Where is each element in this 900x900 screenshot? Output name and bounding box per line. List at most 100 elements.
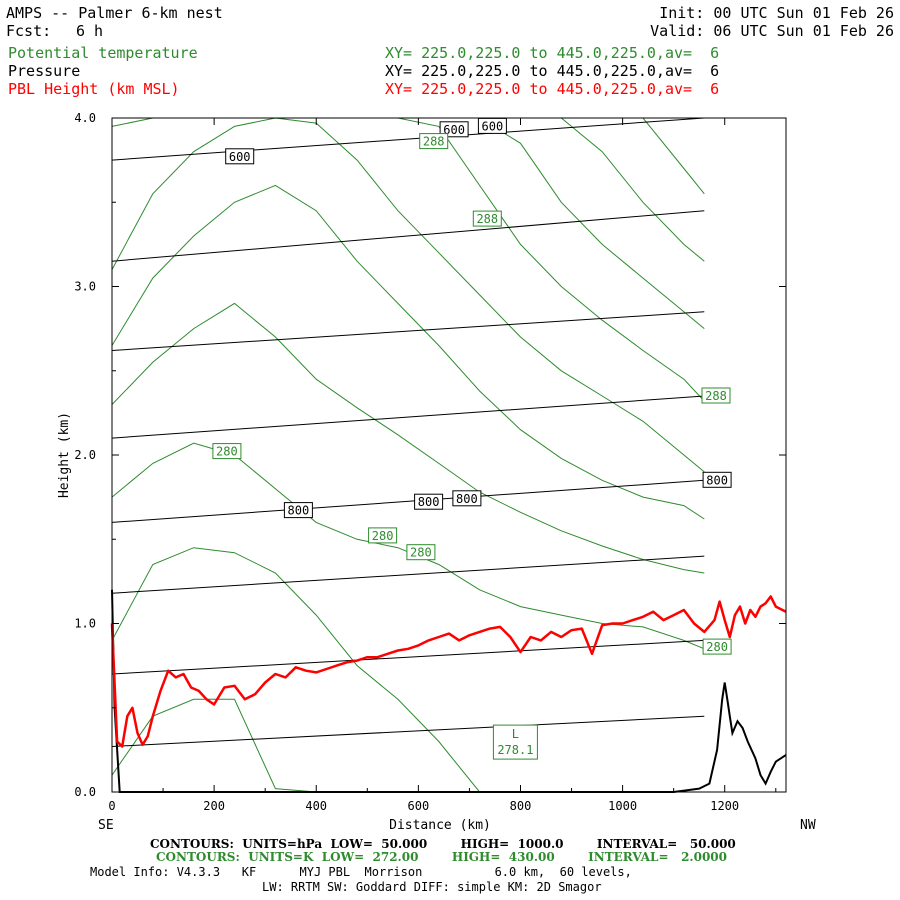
theta-contour-284 bbox=[111, 184, 705, 520]
contour-label-text: 280 bbox=[410, 546, 432, 560]
y-tick-label: 0.0 bbox=[74, 785, 96, 799]
pressure-contour-800 bbox=[111, 479, 705, 523]
pressure-contour-950 bbox=[111, 715, 705, 747]
contour-label-box bbox=[419, 133, 449, 150]
contour-label-box bbox=[452, 490, 482, 507]
x-axis-label: Distance (km) bbox=[389, 818, 491, 833]
x-tick-label: 200 bbox=[203, 799, 225, 813]
fcst-label: Fcst: bbox=[6, 22, 52, 40]
theta-contour-290 bbox=[112, 117, 705, 329]
minimum-value: 278.1 bbox=[497, 743, 533, 757]
contour-label-text: 600 bbox=[229, 150, 251, 164]
contour-label-800: 800 bbox=[452, 490, 482, 507]
contour-label-text: 280 bbox=[372, 529, 394, 543]
contour-label-280: 280 bbox=[406, 544, 436, 561]
contour-label-box bbox=[702, 471, 732, 488]
x-tick-label: 600 bbox=[408, 799, 430, 813]
pressure-contour-850 bbox=[111, 555, 705, 594]
contour-label-288: 288 bbox=[419, 133, 449, 150]
contour-label-box bbox=[368, 527, 398, 544]
theta-contour-294 bbox=[112, 117, 705, 195]
x-tick-label: 0 bbox=[108, 799, 115, 813]
minimum-label: L 278.1 bbox=[492, 724, 538, 760]
contour-label-text: 600 bbox=[482, 119, 504, 133]
footer-model-info: Model Info: V4.3.3 KF MYJ PBL Morrison 6… bbox=[90, 865, 632, 879]
contour-label-box bbox=[406, 544, 436, 561]
fcst-value: 6 h bbox=[76, 22, 104, 40]
contour-label-text: 600 bbox=[443, 123, 465, 137]
terrain-line bbox=[111, 589, 787, 793]
y-tick-label: 4.0 bbox=[74, 111, 96, 125]
y-tick-label: 1.0 bbox=[74, 617, 96, 631]
contour-label-box bbox=[212, 443, 242, 460]
contour-label-280: 280 bbox=[702, 638, 732, 655]
theta-contour-278 bbox=[111, 547, 705, 793]
contour-labels: 600 600 600 800 800 800 800 288 288 288 280 280 280 2… bbox=[212, 117, 732, 760]
field-xy-theta: XY= 225.0,225.0 to 445.0,225.0,av= 6 bbox=[385, 44, 720, 62]
contour-label-600: 600 bbox=[225, 148, 255, 165]
minimum-label-box bbox=[492, 724, 538, 760]
y-tick-label: 2.0 bbox=[74, 448, 96, 462]
y-axis-label: Height (km) bbox=[57, 412, 72, 498]
footer-contours-hpa: CONTOURS: UNITS=hPa LOW= 50.000 HIGH= 10… bbox=[150, 837, 736, 851]
contour-label-box bbox=[283, 502, 313, 519]
contour-label-text: 288 bbox=[423, 135, 445, 149]
field-xy-pbl: XY= 225.0,225.0 to 445.0,225.0,av= 6 bbox=[385, 80, 720, 98]
pressure-contour-650 bbox=[111, 210, 705, 262]
contour-label-text: 800 bbox=[288, 504, 310, 518]
field-xy-pressure: XY= 225.0,225.0 to 445.0,225.0,av= 6 bbox=[385, 62, 720, 80]
contour-label-text: 288 bbox=[705, 389, 727, 403]
contour-label-text: 280 bbox=[216, 445, 238, 459]
x-tick-label: 1000 bbox=[608, 799, 637, 813]
minimum-letter: L bbox=[512, 727, 519, 741]
theta-contour-288 bbox=[111, 117, 705, 402]
data-series bbox=[110, 589, 787, 793]
x-tick-label: 400 bbox=[305, 799, 327, 813]
contour-label-text: 800 bbox=[418, 495, 440, 509]
contour-label-600: 600 bbox=[477, 117, 507, 134]
contour-label-box bbox=[702, 638, 732, 655]
pbl-height-line bbox=[110, 595, 787, 748]
pressure-contours bbox=[111, 117, 705, 747]
footer-model-info-2: LW: RRTM SW: Goddard DIFF: simple KM: 2D… bbox=[262, 880, 602, 894]
field-name-pressure: Pressure bbox=[8, 62, 81, 80]
contour-label-box bbox=[701, 387, 731, 404]
contour-label-600: 600 bbox=[439, 121, 469, 138]
theta-contour-286 bbox=[111, 117, 705, 473]
contour-label-text: 280 bbox=[706, 640, 728, 654]
contour-label-box bbox=[439, 121, 469, 138]
cross-section-chart: 600 600 600 800 800 800 800 288 288 288 280 280 280 2… bbox=[57, 111, 816, 833]
left-end-label: SE bbox=[98, 818, 114, 833]
contour-label-800: 800 bbox=[283, 502, 313, 519]
contour-label-280: 280 bbox=[212, 443, 242, 460]
y-tick-label: 3.0 bbox=[74, 280, 96, 294]
valid-time: Valid: 06 UTC Sun 01 Feb 26 bbox=[650, 22, 894, 40]
right-end-label: NW bbox=[800, 818, 816, 833]
contour-label-text: 288 bbox=[476, 212, 498, 226]
pressure-contour-700 bbox=[111, 311, 705, 351]
init-time: Init: 00 UTC Sun 01 Feb 26 bbox=[659, 4, 894, 22]
field-name-theta: Potential temperature bbox=[8, 44, 198, 62]
contour-label-280: 280 bbox=[368, 527, 398, 544]
x-tick-label: 800 bbox=[510, 799, 532, 813]
theta-contours bbox=[111, 117, 705, 793]
contour-label-text: 800 bbox=[706, 473, 728, 487]
chart-title: AMPS -- Palmer 6-km nest bbox=[6, 4, 223, 22]
contour-label-800: 800 bbox=[702, 471, 732, 488]
pressure-contour-750 bbox=[111, 395, 705, 439]
axes: 0 200 400 600 800 1000 1200 0.0 1.0 2.0 3.0 4.0 bbox=[74, 111, 786, 813]
theta-contour-276 bbox=[111, 698, 705, 793]
contour-label-288: 288 bbox=[472, 210, 502, 227]
footer-contours-k: CONTOURS: UNITS=K LOW= 272.00 HIGH= 430.… bbox=[156, 850, 727, 864]
theta-contour-282 bbox=[111, 302, 705, 574]
pressure-contour-900 bbox=[111, 639, 705, 675]
field-name-pbl: PBL Height (km MSL) bbox=[8, 80, 180, 98]
contour-label-288: 288 bbox=[701, 387, 731, 404]
contour-label-800: 800 bbox=[414, 493, 444, 510]
contour-label-box bbox=[472, 210, 502, 227]
contour-label-box bbox=[414, 493, 444, 510]
pressure-contour-600 bbox=[111, 117, 705, 161]
contour-label-box bbox=[225, 148, 255, 165]
contour-label-text: 800 bbox=[456, 492, 478, 506]
x-tick-label: 1200 bbox=[710, 799, 739, 813]
